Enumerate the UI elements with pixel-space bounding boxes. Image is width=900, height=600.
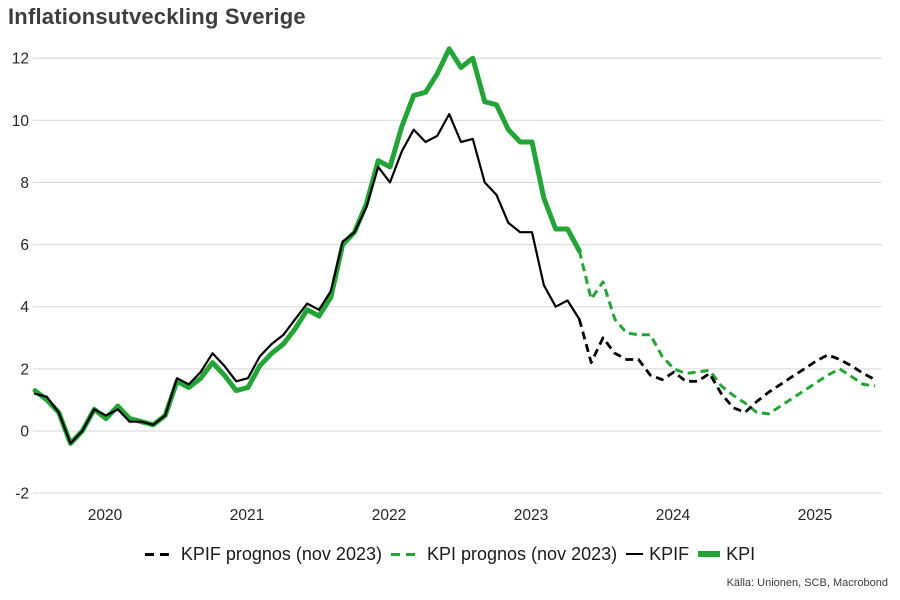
kpi-line-sample-icon [698, 551, 721, 557]
kpif-line-sample-icon [626, 553, 644, 555]
x-axis-tick-label: 2020 [88, 507, 123, 524]
series-line-kpif [33, 112, 581, 445]
y-axis-tick-label: 2 [20, 361, 29, 378]
legend-label-kpif: KPIF [649, 543, 690, 564]
legend-label-kpi-prognos: KPI prognos (nov 2023) [426, 543, 618, 564]
x-axis-tick-label: 2021 [230, 507, 264, 524]
legend-item-kpif: KPIF [626, 544, 689, 565]
chart-title: Inflationsutveckling Sverige [8, 4, 306, 29]
legend-item-kpi-prognos: KPI prognos (nov 2023) [390, 543, 618, 565]
x-axis-tick-label: 2022 [372, 507, 406, 524]
y-axis-tick-label: 10 [12, 113, 30, 130]
legend-item-kpi: KPI [698, 544, 755, 565]
series-line-kpi [32, 46, 582, 446]
y-axis-tick-label: -2 [15, 486, 29, 503]
x-axis-tick-label: 2025 [798, 507, 832, 524]
chart-legend: KPIF prognos (nov 2023) KPI prognos (nov… [0, 540, 900, 568]
y-axis-tick-label: 0 [20, 424, 29, 441]
y-axis-tick-label: 4 [20, 299, 29, 316]
y-axis-tick-label: 6 [20, 237, 29, 254]
legend-label-kpi: KPI [726, 543, 756, 564]
series-line-kpif-prognos-nov-2023 [577, 318, 876, 414]
y-axis-tick-label: 12 [12, 51, 29, 68]
kpif-prognos-line-sample-icon [144, 552, 175, 556]
series-line-kpi-prognos-nov-2023 [577, 250, 876, 416]
legend-item-kpif-prognos: KPIF prognos (nov 2023) [144, 543, 382, 565]
x-axis-tick-label: 2024 [656, 507, 691, 524]
source-attribution: Källa: Unionen, SCB, Macrobond [726, 577, 888, 589]
kpi-prognos-line-sample-icon [390, 552, 421, 556]
y-axis-tick-label: 8 [20, 175, 29, 192]
legend-label-kpif-prognos: KPIF prognos (nov 2023) [180, 543, 382, 564]
x-axis-tick-label: 2023 [514, 507, 548, 524]
